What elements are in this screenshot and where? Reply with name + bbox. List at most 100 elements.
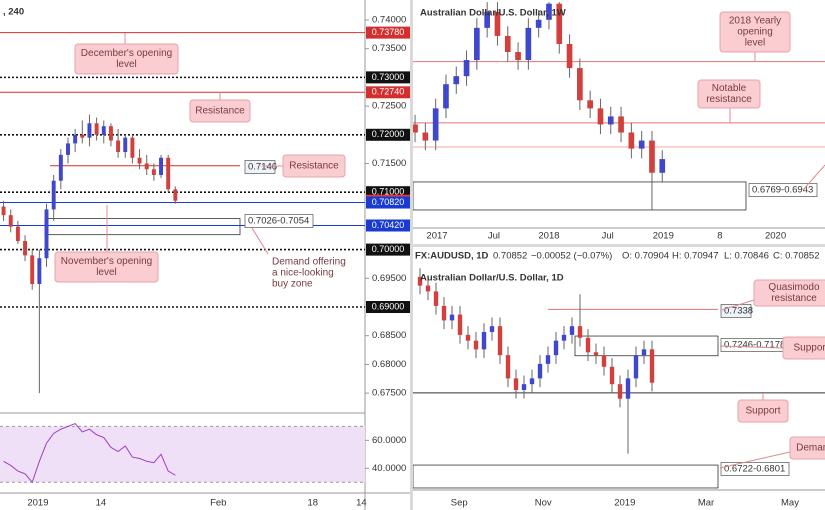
zone (574, 335, 719, 357)
candle-body (585, 337, 591, 353)
candle-body (73, 134, 78, 144)
candle-body (457, 314, 463, 335)
x-tick-label: 14 (356, 498, 367, 509)
annotation-text: resistance (771, 293, 817, 304)
candle-body (123, 137, 128, 153)
candle-body (577, 326, 583, 338)
candle-body (159, 157, 163, 175)
candle-body (597, 108, 604, 125)
annotation-box (719, 11, 791, 53)
price-tag (366, 196, 410, 209)
annotation-text: Support (745, 406, 780, 417)
price-tag-label: 0.73000 (372, 72, 405, 82)
annotation-arrow (251, 227, 269, 255)
chart-title: , 240 (3, 7, 24, 18)
candle-body (8, 215, 13, 227)
x-tick-label: Mar (698, 498, 714, 509)
annotation-arrow (719, 345, 784, 349)
candle-body (474, 27, 480, 61)
y-tick-label: 0.71500 (372, 158, 406, 169)
quote-header: C: 0.70852 (773, 251, 819, 262)
zone-label: 0.6722-0.6801 (724, 464, 785, 475)
annotation-text: resistance (706, 94, 752, 105)
quote-header: O: 0.70904 (622, 251, 669, 262)
candle-body (521, 384, 527, 390)
y-tick-label: 0.72500 (372, 101, 406, 112)
annotation-arrow (802, 164, 825, 191)
rsi-panel (0, 422, 365, 484)
candle-body (80, 134, 85, 138)
x-tick-label: Jul (602, 231, 614, 242)
candle-body (463, 60, 470, 77)
y-tick-label: 0.68500 (372, 330, 406, 341)
candle-body (561, 334, 567, 341)
candle-body (87, 123, 92, 138)
price-tag-label: 0.70420 (372, 220, 405, 230)
candle-body (173, 189, 178, 201)
annotation-box (74, 43, 179, 75)
candle-body (484, 11, 490, 28)
candle-body (618, 116, 624, 133)
candle-body (553, 340, 559, 356)
candle-body (569, 326, 575, 335)
candle-body (535, 19, 542, 28)
candle-body (51, 180, 56, 210)
zone-label-box (748, 183, 818, 197)
annotation-text: Support (793, 343, 825, 354)
candle-body (593, 352, 599, 356)
annotation-box (189, 99, 251, 123)
candle-body (30, 255, 35, 285)
annotation-text: 2018 Yearly (729, 16, 781, 27)
x-tick-label: Feb (210, 498, 226, 509)
panel-divider (410, 0, 413, 510)
candle-body (166, 157, 171, 190)
candle-body (556, 3, 563, 44)
annotation-box (282, 154, 346, 178)
annotation-box (789, 436, 825, 460)
price-tag-label: 0.71000 (372, 187, 405, 197)
candle-body (617, 384, 623, 399)
annotation-arrow (721, 299, 755, 311)
annotation-box (697, 79, 761, 109)
candle-body (137, 157, 142, 164)
annotation-box (782, 336, 825, 360)
x-tick-label: Nov (535, 498, 552, 509)
level-note: 0.7146 (248, 162, 277, 173)
price-tag (366, 243, 410, 256)
chart-title: Australian Dollar/U.S. Dollar, 1D (420, 273, 564, 284)
x-tick-label: 18 (307, 498, 318, 509)
candle-body (641, 349, 647, 356)
candle-body (504, 35, 511, 53)
candle-body (566, 43, 573, 69)
quote-header: FX:AUDUSD, 1D (415, 251, 489, 262)
y-tick-label: 0.69500 (372, 273, 406, 284)
candle-body (587, 100, 593, 109)
candle-body (625, 378, 631, 399)
x-tick-label: 2019 (614, 498, 635, 509)
price-tag (366, 26, 410, 39)
candle-body (505, 355, 511, 379)
annotation-text: December's opening (81, 48, 172, 59)
candle-body (633, 355, 639, 379)
candle-body (659, 159, 666, 173)
price-tag (366, 86, 410, 99)
candle-body (443, 84, 449, 109)
candle-body (481, 331, 487, 350)
quote-header: H: 0.70947 (672, 251, 718, 262)
candle-body (417, 276, 423, 286)
annotation-text: Resistance (289, 161, 339, 172)
x-tick-label: 2019 (27, 498, 48, 509)
price-tag (366, 219, 410, 232)
candle-body (66, 143, 70, 155)
y-tick-label: 0.67500 (372, 388, 406, 399)
candle-body (513, 378, 519, 390)
candle-body (151, 169, 156, 175)
panel-divider (413, 244, 825, 247)
candle-body (432, 108, 439, 141)
candle-body (529, 378, 535, 385)
candle-body (628, 132, 635, 149)
zone (413, 464, 719, 489)
x-tick-label: 8 (717, 231, 722, 242)
